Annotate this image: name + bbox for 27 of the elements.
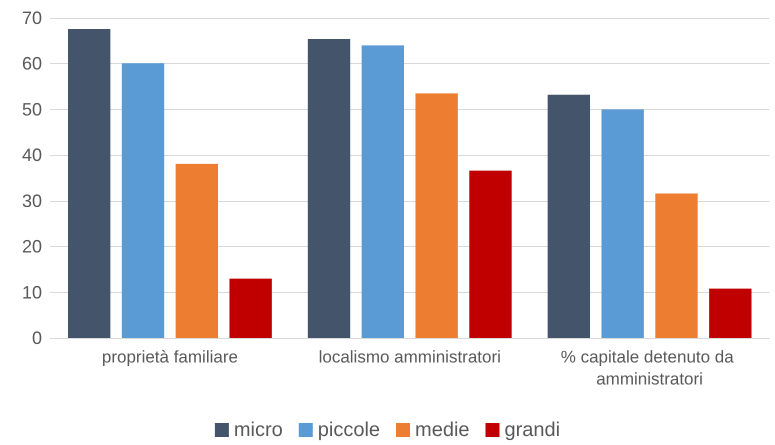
legend-label: medie [415, 419, 470, 441]
y-tick-label: 40 [22, 145, 42, 166]
x-tick-label: % capitale detenuto da amministratori [560, 348, 738, 388]
y-tick-label: 50 [22, 99, 42, 120]
y-tick-label: 10 [22, 282, 42, 302]
x-tick-label: proprietà familiare [102, 348, 238, 366]
bar [655, 194, 698, 338]
bar [68, 28, 110, 338]
y-tick-label: 70 [22, 8, 42, 28]
y-tick-label: 20 [22, 236, 42, 257]
bar [548, 94, 590, 338]
bar [122, 63, 164, 338]
legend-label: piccole [318, 419, 380, 441]
y-tick-label: 30 [22, 190, 42, 211]
bar [362, 45, 404, 338]
legend-label: micro [234, 419, 283, 441]
y-tick-label: 60 [22, 54, 42, 74]
y-tick-label: 0 [32, 328, 42, 348]
legend-label: grandi [504, 419, 560, 441]
bar [229, 278, 272, 338]
bar [415, 93, 458, 338]
bar [469, 170, 512, 338]
bar [308, 39, 350, 338]
bar [709, 288, 752, 338]
bar [176, 164, 218, 338]
bar [601, 109, 644, 338]
x-tick-label: localismo amministratori [318, 348, 501, 366]
